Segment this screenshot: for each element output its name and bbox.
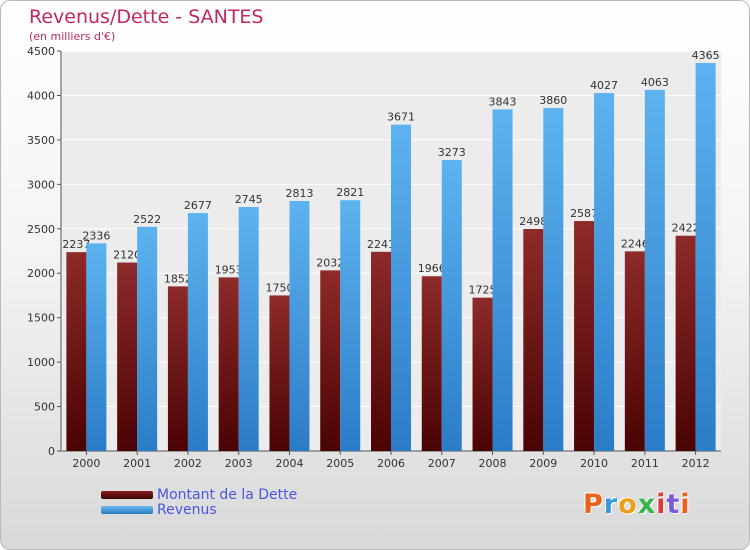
bar-dette bbox=[218, 277, 239, 451]
bar-revenus bbox=[137, 226, 158, 451]
y-tick-label: 2000 bbox=[27, 267, 55, 280]
bar-dette bbox=[66, 252, 87, 451]
data-label-revenus: 4027 bbox=[590, 79, 618, 92]
x-tick-label: 2000 bbox=[72, 457, 100, 470]
bar-dette bbox=[624, 251, 645, 451]
bar-revenus bbox=[238, 207, 259, 451]
x-tick-label: 2003 bbox=[225, 457, 253, 470]
data-label-revenus: 3671 bbox=[387, 111, 415, 124]
y-tick-label: 4500 bbox=[27, 45, 55, 58]
data-label-dette: 1852 bbox=[164, 272, 192, 285]
data-label-dette: 1725 bbox=[469, 284, 497, 297]
y-tick-label: 2500 bbox=[27, 223, 55, 236]
bar-revenus bbox=[86, 243, 107, 451]
x-tick-label: 2007 bbox=[428, 457, 456, 470]
legend-swatch-revenus bbox=[101, 505, 153, 514]
data-label-dette: 2120 bbox=[113, 249, 141, 262]
data-label-dette: 2422 bbox=[672, 222, 700, 235]
data-label-revenus: 3860 bbox=[539, 94, 567, 107]
y-tick-label: 3500 bbox=[27, 134, 55, 147]
x-tick-label: 2001 bbox=[123, 457, 151, 470]
x-tick-label: 2005 bbox=[326, 457, 354, 470]
y-tick-label: 1500 bbox=[27, 312, 55, 325]
bar-revenus bbox=[340, 200, 361, 451]
x-tick-label: 2004 bbox=[275, 457, 303, 470]
data-label-revenus: 3273 bbox=[438, 146, 466, 159]
chart-subtitle: (en milliers d'€) bbox=[29, 30, 116, 43]
legend: Montant de la Dette Revenus bbox=[101, 486, 298, 518]
logo-letter: r bbox=[603, 489, 619, 520]
logo-letter: i bbox=[656, 489, 667, 520]
bar-revenus bbox=[187, 213, 208, 451]
data-label-dette: 2587 bbox=[570, 207, 598, 220]
legend-swatch-dette bbox=[101, 490, 153, 499]
legend-item-dette: Montant de la Dette bbox=[101, 486, 298, 503]
data-label-dette: 1953 bbox=[215, 263, 243, 276]
bar-revenus bbox=[695, 63, 716, 451]
bar-dette bbox=[320, 270, 341, 451]
data-label-revenus: 4365 bbox=[692, 49, 720, 62]
data-label-dette: 2237 bbox=[62, 238, 90, 251]
bar-dette bbox=[574, 221, 595, 451]
x-tick-label: 2006 bbox=[377, 457, 405, 470]
data-label-dette: 2241 bbox=[367, 238, 395, 251]
data-label-dette: 1750 bbox=[265, 281, 293, 294]
x-tick-label: 2002 bbox=[174, 457, 202, 470]
chart-title: Revenus/Dette - SANTES bbox=[29, 6, 264, 28]
bar-revenus bbox=[391, 124, 411, 451]
bar-dette bbox=[167, 286, 188, 451]
logo-letter: i bbox=[680, 489, 691, 520]
y-tick-label: 500 bbox=[34, 401, 55, 414]
bar-revenus bbox=[441, 160, 462, 452]
bar-revenus bbox=[594, 93, 615, 452]
logo-letter: P bbox=[583, 489, 604, 520]
y-tick-label: 0 bbox=[48, 445, 55, 458]
data-label-revenus: 2745 bbox=[235, 193, 263, 206]
data-label-dette: 1966 bbox=[418, 262, 446, 275]
bar-dette bbox=[421, 276, 442, 451]
data-label-revenus: 2522 bbox=[133, 213, 161, 226]
bar-dette bbox=[269, 295, 290, 451]
data-label-revenus: 2813 bbox=[285, 187, 313, 200]
x-tick-label: 2008 bbox=[479, 457, 507, 470]
logo-letter: x bbox=[637, 489, 657, 520]
bar-dette bbox=[472, 297, 493, 451]
bar-revenus bbox=[289, 200, 310, 451]
data-label-revenus: 4063 bbox=[641, 76, 669, 89]
logo-letter: o bbox=[618, 489, 638, 520]
y-tick-label: 3000 bbox=[27, 178, 55, 191]
data-label-dette: 2498 bbox=[519, 215, 547, 228]
data-label-dette: 2032 bbox=[316, 256, 344, 269]
x-tick-label: 2011 bbox=[631, 457, 659, 470]
proxiti-logo: Proxiti bbox=[583, 489, 691, 520]
bar-revenus bbox=[644, 89, 665, 451]
legend-item-revenus: Revenus bbox=[101, 501, 297, 518]
legend-label-revenus: Revenus bbox=[157, 501, 217, 518]
bar-dette bbox=[117, 262, 138, 451]
bar-revenus bbox=[543, 107, 564, 451]
data-label-dette: 2246 bbox=[621, 237, 649, 250]
x-tick-label: 2009 bbox=[529, 457, 557, 470]
y-tick-label: 1000 bbox=[27, 356, 55, 369]
data-label-revenus: 3843 bbox=[489, 95, 517, 108]
bar-revenus bbox=[492, 109, 513, 452]
logo-letter: t bbox=[666, 489, 681, 520]
data-label-revenus: 2677 bbox=[184, 199, 212, 212]
bar-dette bbox=[523, 228, 544, 451]
x-tick-label: 2010 bbox=[580, 457, 608, 470]
bar-dette bbox=[371, 251, 391, 451]
y-tick-label: 4000 bbox=[27, 89, 55, 102]
legend-label-dette: Montant de la Dette bbox=[157, 486, 298, 503]
x-tick-label: 2012 bbox=[682, 457, 710, 470]
bar-dette bbox=[675, 235, 696, 451]
data-label-revenus: 2821 bbox=[336, 186, 364, 199]
data-label-revenus: 2336 bbox=[82, 229, 110, 242]
